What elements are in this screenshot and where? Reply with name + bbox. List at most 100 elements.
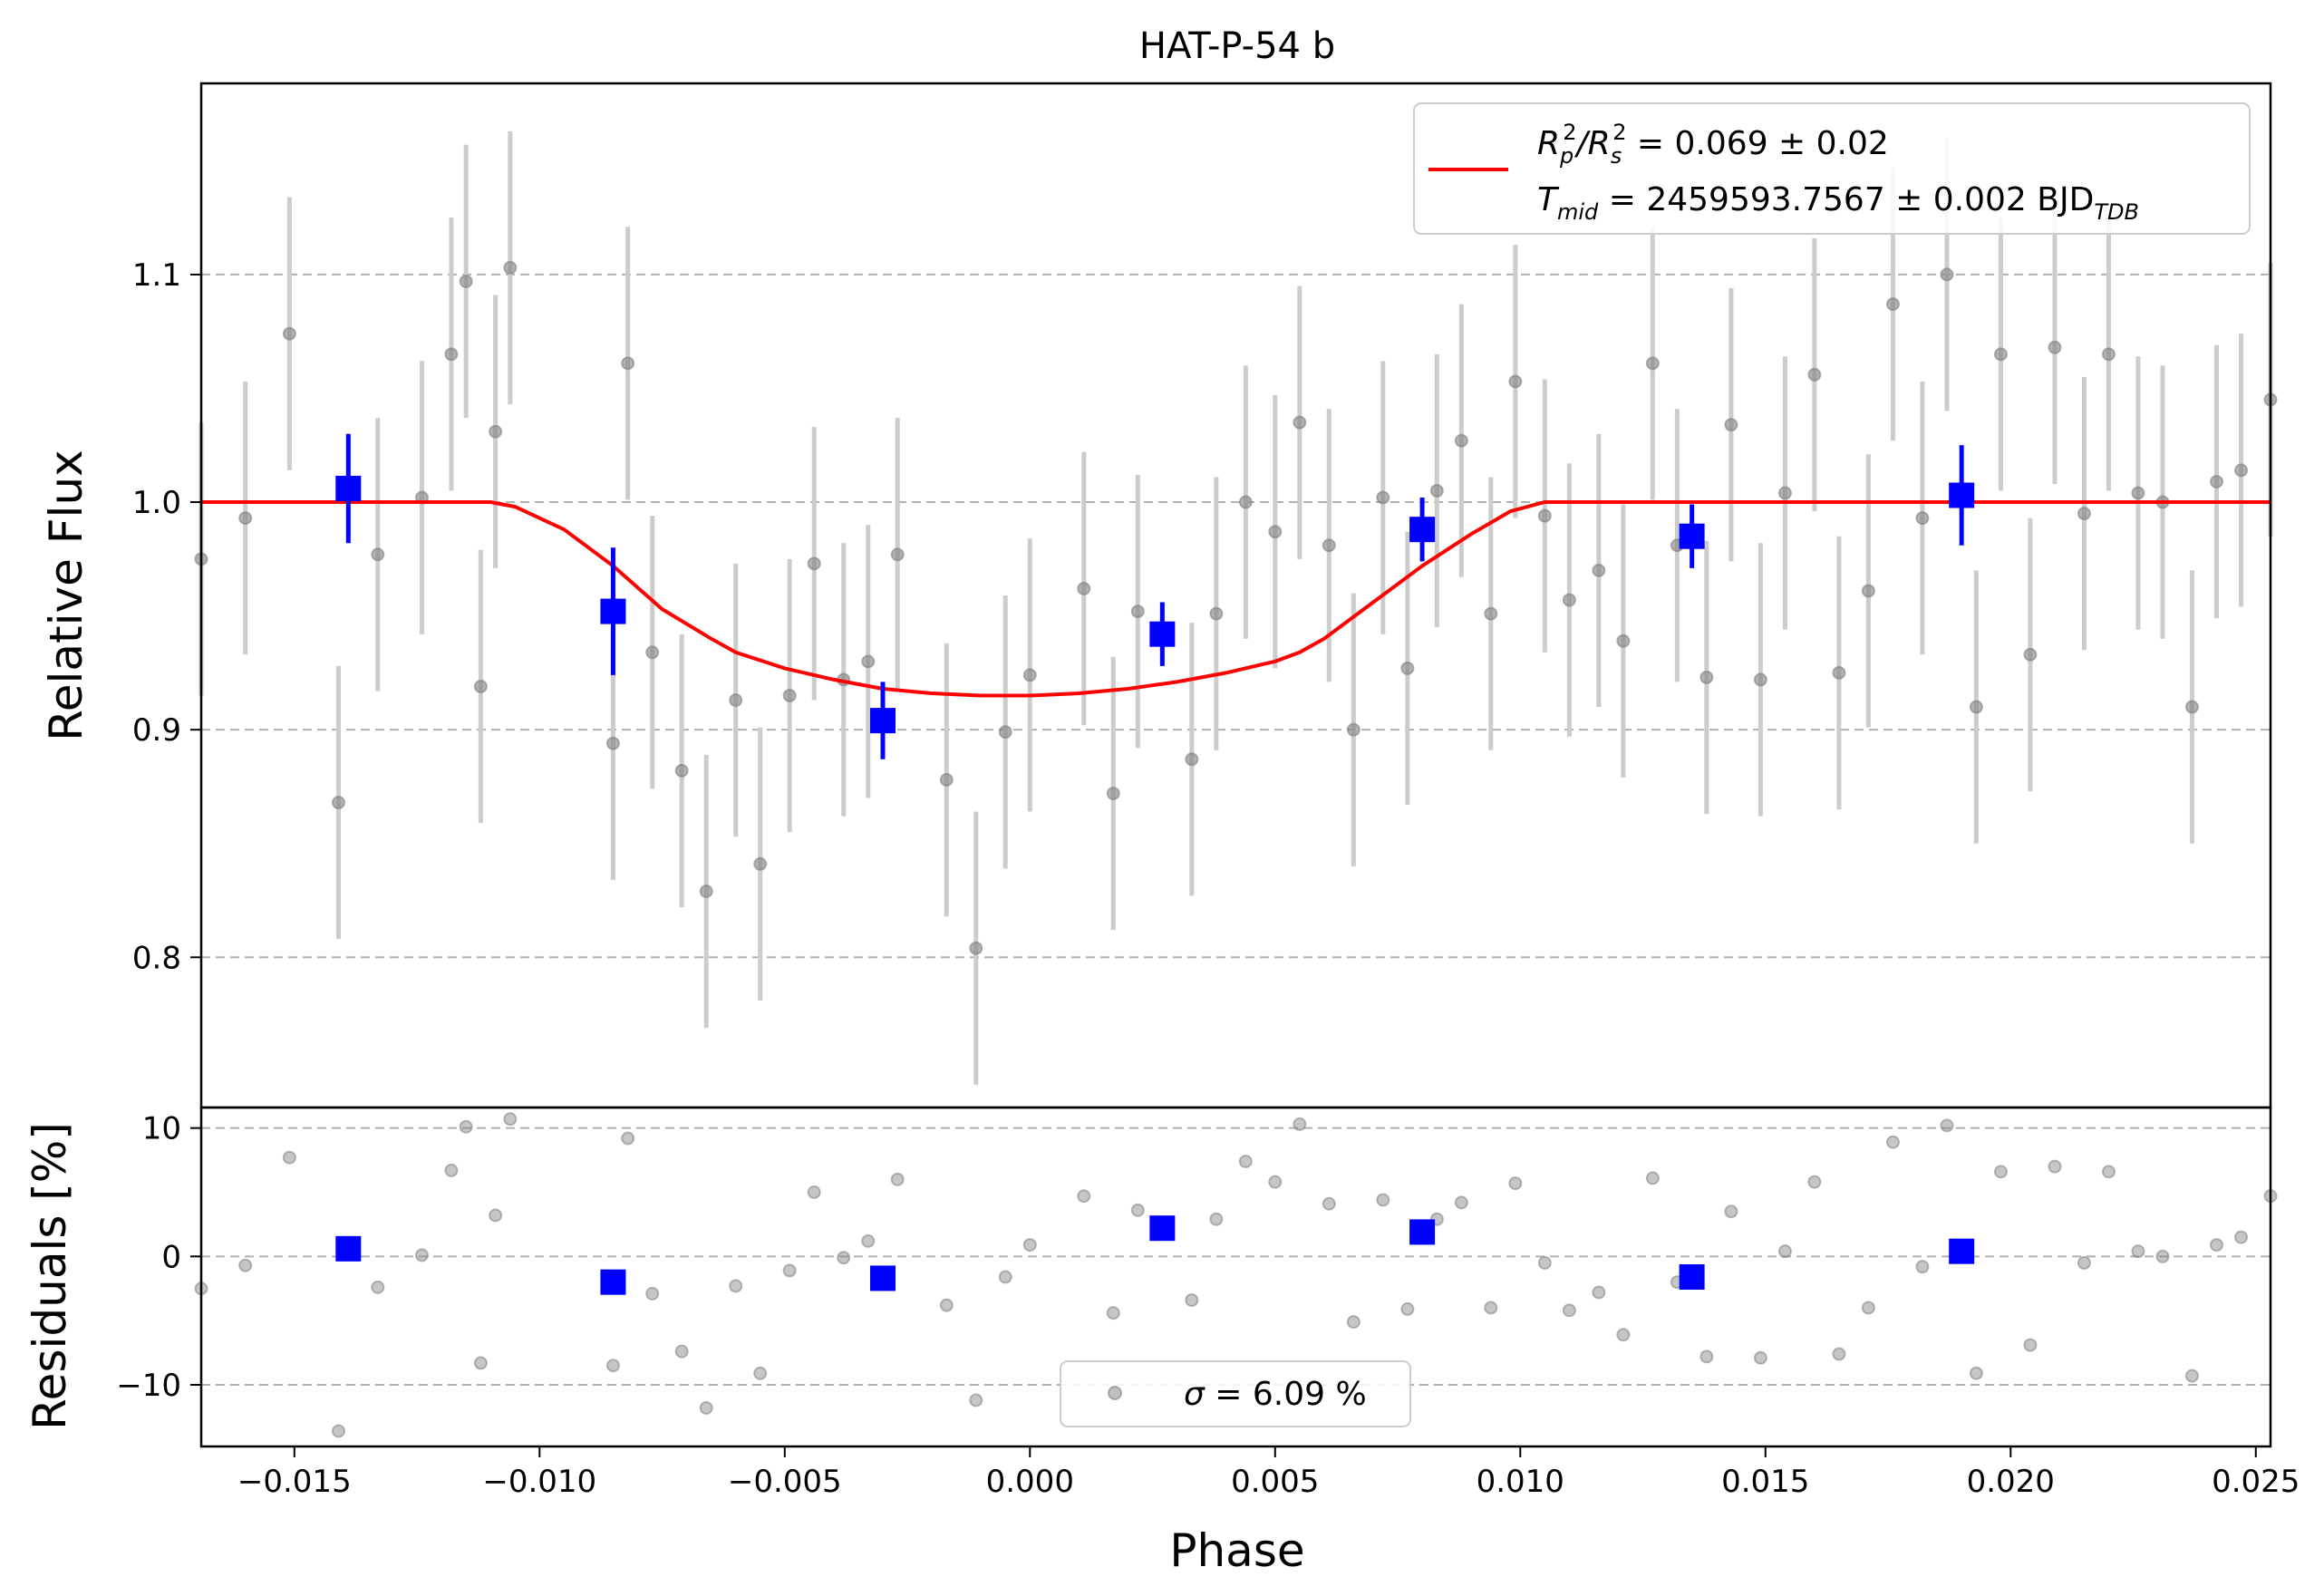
- residuals-y-tick-label: 0: [161, 1239, 181, 1275]
- x-tick-label: 0.005: [1231, 1464, 1319, 1500]
- flux-raw-point: [1993, 347, 2008, 362]
- flux-raw-point: [1508, 374, 1523, 389]
- flux-raw-point: [998, 725, 1012, 740]
- flux-raw-point: [1753, 672, 1767, 687]
- residual-raw-point: [459, 1119, 473, 1134]
- flux-raw-point: [1238, 495, 1253, 509]
- residuals-legend: σ = 6.09 %: [1060, 1360, 1411, 1427]
- flux-raw-point: [2048, 340, 2062, 354]
- residual-raw-point: [1807, 1175, 1822, 1189]
- flux-raw-point: [2023, 647, 2038, 662]
- residual-raw-point: [1508, 1176, 1523, 1191]
- residual-raw-point: [1022, 1238, 1037, 1253]
- flux-raw-point: [969, 941, 983, 955]
- flux-raw-point: [473, 679, 488, 693]
- residual-raw-point: [1832, 1347, 1846, 1361]
- residual-binned-point: [1149, 1215, 1176, 1242]
- flux-binned-point: [335, 475, 362, 501]
- residual-raw-point: [2234, 1230, 2249, 1244]
- flux-grid: [201, 273, 2271, 959]
- flux-raw-point: [1429, 483, 1444, 498]
- residual-raw-point: [238, 1258, 253, 1272]
- flux-raw-point: [282, 326, 296, 341]
- residual-raw-point: [1885, 1135, 1900, 1149]
- residual-binned-point: [1949, 1238, 1975, 1264]
- flux-raw-point: [729, 693, 743, 708]
- x-tick-label: 0.025: [2212, 1464, 2300, 1500]
- flux-raw-points: [194, 260, 2278, 955]
- flux-raw-point: [1562, 593, 1576, 607]
- flux-raw-point: [890, 547, 905, 562]
- flux-y-label: Relative Flux: [40, 450, 92, 740]
- flux-legend-tmid: Tmid = 2459593.7567 ± 0.002 BJDTDB: [1537, 181, 2139, 225]
- flux-raw-point: [1400, 661, 1415, 675]
- flux-raw-point: [1346, 722, 1361, 737]
- flux-raw-point: [807, 556, 821, 571]
- residual-raw-point: [371, 1280, 385, 1294]
- residual-raw-point: [605, 1359, 620, 1373]
- residual-raw-point: [2101, 1165, 2116, 1179]
- residuals-panel: −10 0 10 −0.015 −0.010 −0.005 0.000 0.005 0.010…: [24, 1106, 2300, 1577]
- flux-raw-point: [1268, 525, 1283, 539]
- residual-raw-point: [282, 1150, 296, 1165]
- residual-binned-point: [1409, 1219, 1436, 1245]
- residuals-y-tick-label: 10: [142, 1111, 181, 1147]
- x-tick-label: 0.015: [1721, 1464, 1809, 1500]
- residual-raw-point: [503, 1112, 518, 1127]
- residual-raw-point: [1940, 1118, 1954, 1133]
- flux-raw-point: [1940, 267, 1954, 282]
- residuals-y-tick-label: −10: [116, 1368, 181, 1404]
- residual-raw-point: [861, 1233, 876, 1248]
- residual-raw-point: [1130, 1203, 1145, 1217]
- flux-raw-point: [2184, 700, 2199, 714]
- x-tick-label: −0.015: [237, 1464, 352, 1500]
- flux-raw-point: [1322, 538, 1336, 553]
- residual-raw-point: [2131, 1244, 2145, 1259]
- flux-raw-point: [1293, 415, 1307, 430]
- residual-raw-point: [1376, 1193, 1390, 1207]
- residual-raw-point: [473, 1356, 488, 1370]
- residual-raw-point: [837, 1251, 851, 1265]
- flux-binned-point: [1679, 523, 1705, 549]
- residual-raw-point: [674, 1344, 689, 1359]
- flux-legend-box: [1413, 102, 2251, 235]
- residual-raw-point: [414, 1248, 429, 1262]
- flux-y-ticks: 0.8 0.9 1.0 1.1: [132, 257, 201, 976]
- residuals-y-label: Residuals [%]: [24, 1122, 76, 1430]
- x-tick-label: −0.005: [728, 1464, 842, 1500]
- residual-binned-point: [335, 1235, 362, 1262]
- residual-binned-point: [869, 1265, 896, 1291]
- residual-raw-point: [729, 1279, 743, 1293]
- residual-raw-point: [1915, 1260, 1930, 1274]
- residual-binned-point: [1679, 1264, 1705, 1290]
- x-ticks: −0.015 −0.010 −0.005 0.000 0.005 0.010 0.015 0.…: [237, 1446, 2300, 1500]
- flux-raw-point: [1724, 418, 1738, 432]
- flux-raw-point: [2209, 474, 2223, 488]
- flux-binned-point: [600, 598, 626, 624]
- flux-raw-point: [699, 884, 713, 898]
- flux-raw-point: [1022, 668, 1037, 682]
- flux-panel: 0.8 0.9 1.0 1.1 Relative Flux Rp2/Rs2 = 0.0…: [40, 82, 2278, 1109]
- flux-raw-point: [1699, 670, 1714, 684]
- residual-raw-point: [621, 1131, 635, 1146]
- residual-raw-point: [1645, 1171, 1660, 1185]
- residual-raw-point: [2048, 1159, 2062, 1174]
- x-tick-label: 0.020: [1967, 1464, 2055, 1500]
- flux-legend: Rp2/Rs2 = 0.069 ± 0.02 Tmid = 2459593.75…: [1413, 102, 2251, 235]
- flux-binned-point: [1409, 517, 1436, 543]
- residual-raw-point: [2023, 1338, 2038, 1352]
- residual-raw-point: [1185, 1293, 1199, 1307]
- flux-raw-point: [1592, 563, 1606, 577]
- x-tick-label: −0.010: [482, 1464, 596, 1500]
- flux-raw-point: [1185, 752, 1199, 767]
- residual-raw-point: [1777, 1244, 1792, 1259]
- residual-raw-point: [1268, 1175, 1283, 1189]
- residual-raw-point: [2077, 1255, 2091, 1270]
- flux-binned-point: [1149, 621, 1176, 647]
- flux-raw-point: [753, 856, 768, 871]
- flux-raw-point: [1454, 433, 1468, 448]
- flux-y-tick-label: 1.1: [132, 257, 181, 294]
- residual-raw-point: [331, 1424, 345, 1438]
- residual-raw-point: [1238, 1155, 1253, 1168]
